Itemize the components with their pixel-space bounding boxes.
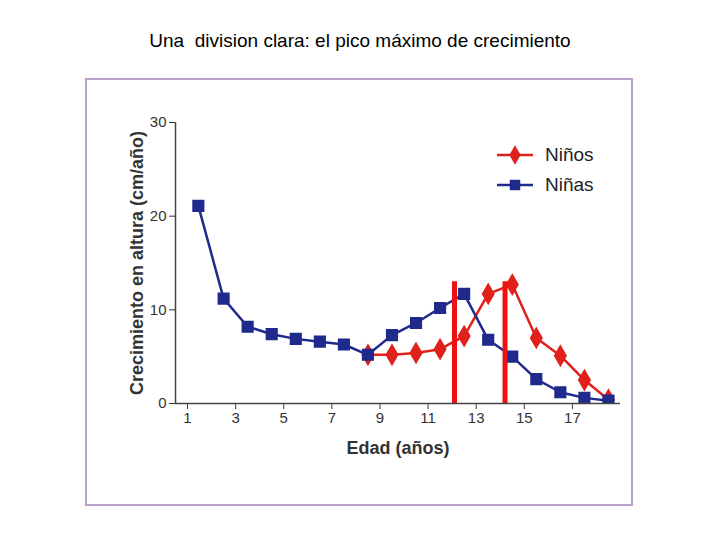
svg-text:1: 1 [183,409,191,426]
html-text:Niños: Niños [545,144,594,165]
svg-text:17: 17 [564,409,581,426]
svg-text:30: 30 [150,113,167,130]
svg-text:15: 15 [516,409,533,426]
html-text:Niñas: Niñas [545,174,594,195]
svg-text:13: 13 [468,409,485,426]
svg-text:3: 3 [231,409,239,426]
svg-text:Edad (años): Edad (años) [346,438,449,458]
svg-text:11: 11 [420,409,436,426]
svg-text:10: 10 [150,301,167,318]
svg-text:20: 20 [150,207,167,224]
svg-text:5: 5 [280,409,288,426]
html-text:Una division clara: el pico má: Una division clara: el pico máximo de cr… [149,30,571,51]
svg-text:9: 9 [376,409,384,426]
svg-text:Crecimiento en altura (cm/año): Crecimiento en altura (cm/año) [127,131,147,395]
svg-text:0: 0 [158,394,166,411]
svg-text:7: 7 [328,409,336,426]
